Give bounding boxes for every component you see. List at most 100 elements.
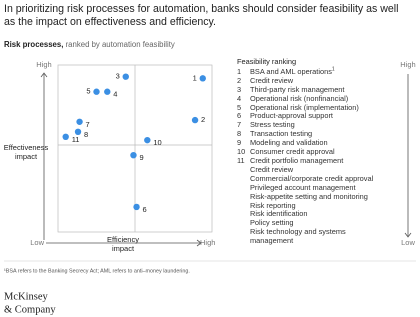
point (76, 118, 83, 125)
point (74, 128, 82, 135)
unranked-item: Commercial/corporate credit approval (237, 174, 397, 184)
unranked-item: Risk reporting (237, 200, 397, 211)
spacer (237, 175, 250, 184)
rank: 4 (237, 93, 242, 103)
axis-label: impact (15, 152, 38, 161)
item-label: Third-party risk management (250, 84, 390, 95)
point (104, 88, 111, 95)
x-axis-label: Efficiency impact (107, 235, 139, 253)
x-tick-label: Low (30, 238, 44, 247)
point-label: 4 (113, 90, 117, 99)
point (122, 73, 129, 80)
arrowhead (40, 72, 48, 78)
logo: McKinsey (4, 291, 48, 302)
rank: 5 (237, 102, 242, 112)
item-text: Modeling and validation (250, 138, 328, 148)
item-label: Product-approval support (250, 111, 390, 121)
item-text: Transaction testing (250, 129, 313, 139)
y-tick-label: High (36, 60, 51, 69)
unranked-item: Risk-appetite setting and monitoring (237, 191, 397, 202)
ranking-item: 9 Modeling and validation (237, 138, 397, 148)
item-label: Credit review (250, 164, 294, 174)
item-text: Operational risk (implementation) (250, 102, 359, 112)
ranking-item: 2 Credit review (237, 75, 397, 86)
point (144, 136, 151, 144)
rank: 7 (237, 120, 242, 130)
rank: 8 (237, 129, 242, 139)
logo: & Company (4, 304, 56, 315)
spacer (237, 184, 250, 193)
ranking-title: Feasibility ranking (237, 57, 297, 66)
spacer (237, 210, 250, 219)
subtitle-line: Risk processes, ranked by automation fea… (4, 40, 175, 49)
axis-label: Effectiveness (4, 143, 49, 152)
rank: 11 (237, 155, 245, 165)
point-label: 11 (72, 135, 80, 144)
rank: 6 (237, 111, 242, 121)
unranked-item: Credit review (237, 164, 397, 175)
point-label: 7 (86, 120, 90, 129)
point (191, 116, 199, 124)
item-note: 1 (331, 66, 335, 73)
point-label: 3 (116, 72, 120, 81)
item-label: Consumer credit approval (250, 147, 390, 157)
point (133, 203, 140, 211)
footnote: ¹BSA refers to the Banking Secrecy Act; … (4, 268, 190, 274)
point (62, 133, 69, 141)
ranking-item: 10 Consumer credit approval (237, 147, 397, 157)
axis-label: Efficiency (107, 235, 139, 244)
point-label: 5 (86, 87, 90, 96)
spacer (237, 219, 250, 228)
ranking-item: 3 Third-party risk management (237, 84, 397, 95)
ranking-item: 4 Operational risk (nonfinancial) (237, 93, 397, 104)
item-label: Privileged account management (250, 182, 356, 192)
rank: 2 (237, 75, 242, 85)
x-tick-label: High (200, 238, 215, 247)
unranked-item: Policy setting (237, 218, 397, 228)
rank: 3 (237, 84, 242, 94)
point-label: 2 (201, 115, 205, 124)
ranking-item: 6 Product-approval support (237, 111, 397, 121)
arrowhead (196, 239, 202, 247)
item-text: Product-approval support (250, 111, 333, 121)
item-text: BSA and AML operations (250, 66, 332, 76)
rank: 9 (237, 138, 242, 148)
point-label: 1 (193, 73, 197, 82)
item-label: Credit review (250, 76, 390, 86)
title: as the impact on effectiveness and effic… (4, 16, 216, 28)
spacer (237, 193, 250, 202)
title: In prioritizing risk processes for autom… (4, 3, 399, 15)
item-label: Risk reporting (250, 200, 296, 210)
point-label: 8 (84, 130, 88, 139)
item-label: Operational risk (implementation) (250, 102, 390, 113)
y-axis-label: Effectiveness impact (4, 143, 49, 161)
subtitle-bold: Risk processes, (4, 40, 63, 49)
item-text: Credit portfolio management (250, 155, 344, 165)
arrowhead (404, 232, 412, 238)
item-label: Credit portfolio management (250, 155, 390, 166)
item-text: Stress testing (250, 120, 295, 130)
item-label: Modeling and validation (250, 138, 390, 148)
ranking-low: Low (401, 238, 415, 247)
item-label: Risk-appetite setting and monitoring (250, 191, 368, 201)
rank: 1 (237, 66, 242, 76)
item-label: Policy setting (250, 218, 294, 228)
item-label: Transaction testing (250, 129, 390, 139)
rank: 10 (237, 147, 246, 157)
point (199, 75, 206, 82)
point-label: 6 (143, 205, 147, 214)
spacer (237, 166, 250, 175)
point-label: 9 (139, 153, 143, 162)
item-label: Risk identification (250, 209, 308, 219)
spacer (237, 202, 250, 211)
point-label: 10 (153, 138, 161, 147)
point (130, 151, 137, 159)
item-label: Stress testing (250, 120, 390, 130)
item-label: BSA and AML operations1 (250, 66, 390, 77)
unranked-item: Risk identification (237, 210, 397, 219)
item-text: Third-party risk management (250, 84, 345, 94)
ranking-high: High (400, 60, 415, 69)
item-label: Operational risk (nonfinancial) (250, 94, 390, 104)
